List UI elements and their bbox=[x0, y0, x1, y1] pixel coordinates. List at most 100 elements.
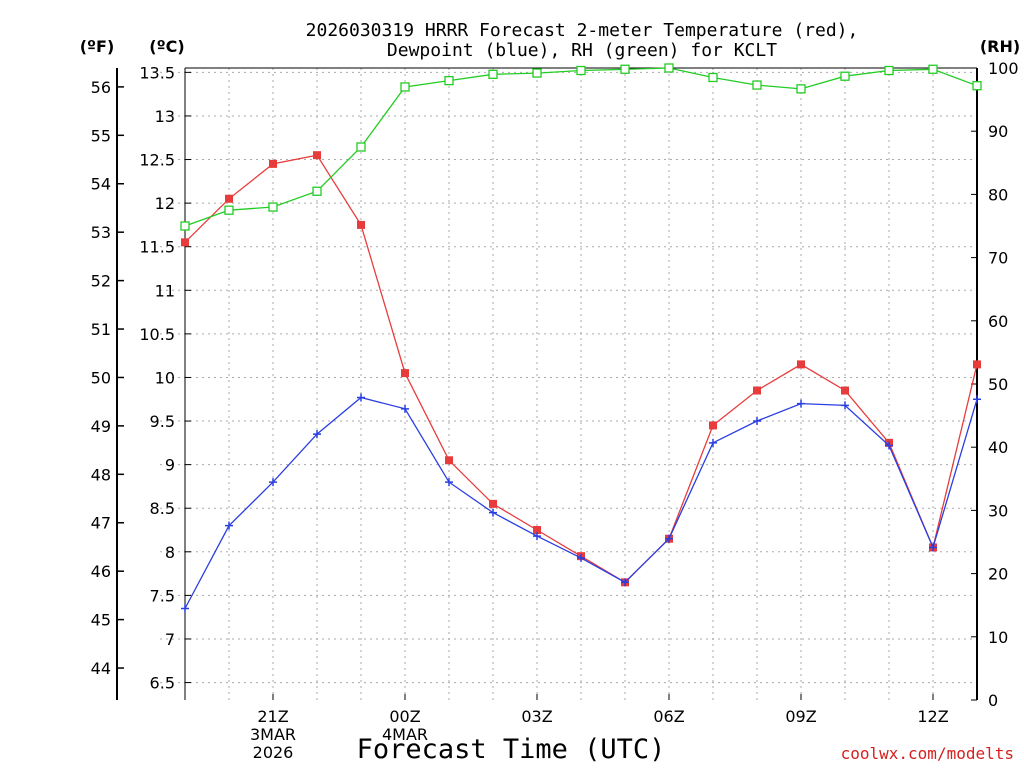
temperature-point bbox=[313, 151, 321, 160]
celsius-tick-label: 12.5 bbox=[139, 151, 175, 170]
x-tick-label: 21Z bbox=[257, 707, 288, 726]
temperature-point bbox=[753, 386, 761, 395]
temperature-point bbox=[357, 220, 365, 229]
celsius-tick-label: 10 bbox=[155, 368, 175, 387]
temperature-point bbox=[225, 194, 233, 203]
rh-point bbox=[664, 63, 674, 73]
dewpoint-point bbox=[533, 532, 541, 541]
celsius-tick-label: 9 bbox=[165, 456, 175, 475]
fahrenheit-tick-label: 54 bbox=[91, 175, 111, 194]
rh-tick-label: 70 bbox=[988, 249, 1008, 268]
chart-title-line-1: 2026030319 HRRR Forecast 2-meter Tempera… bbox=[306, 20, 859, 41]
rh-point bbox=[576, 65, 586, 76]
rh-point bbox=[532, 68, 542, 78]
rh-point bbox=[840, 71, 850, 81]
rh-tick-label: 60 bbox=[988, 312, 1008, 331]
x-tick-label: 2026 bbox=[253, 743, 294, 762]
fahrenheit-unit-label: (ºF) bbox=[80, 37, 115, 56]
rh-tick-label: 20 bbox=[988, 565, 1008, 584]
temperature-point bbox=[797, 360, 805, 369]
x-tick-label: 03Z bbox=[521, 707, 552, 726]
celsius-tick-label: 11 bbox=[155, 281, 175, 300]
dewpoint-point bbox=[445, 478, 453, 487]
fahrenheit-tick-label: 48 bbox=[91, 465, 111, 484]
rh-point bbox=[180, 221, 190, 231]
rh-point bbox=[620, 64, 630, 74]
dewpoint-point bbox=[753, 417, 761, 426]
rh-point bbox=[972, 81, 982, 91]
temperature-point bbox=[973, 360, 981, 369]
celsius-tick-label: 7.5 bbox=[150, 586, 175, 605]
dewpoint-point bbox=[885, 441, 893, 450]
fahrenheit-tick-label: 44 bbox=[91, 659, 111, 678]
x-tick-label: 3MAR bbox=[250, 725, 296, 744]
rh-point bbox=[884, 65, 894, 76]
rh-point bbox=[488, 69, 498, 79]
dewpoint-point bbox=[577, 553, 585, 562]
axes: 44 45 46 47 48 49 50 51 52 53 54 55 56 6.5 7 7.5 8 8.5 9 9.… bbox=[91, 59, 1019, 762]
celsius-tick-label: 7 bbox=[165, 630, 175, 649]
rh-tick-label: 80 bbox=[988, 185, 1008, 204]
rh-point bbox=[356, 142, 366, 152]
dewpoint-point bbox=[973, 395, 981, 404]
temperature-point bbox=[709, 421, 717, 430]
data-series bbox=[180, 63, 982, 613]
rh-tick-label: 90 bbox=[988, 122, 1008, 141]
dewpoint-point bbox=[797, 399, 805, 408]
celsius-unit-label: (ºC) bbox=[149, 37, 184, 56]
celsius-tick-label: 12 bbox=[155, 194, 175, 213]
celsius-tick-label: 9.5 bbox=[150, 412, 175, 431]
x-axis-label: Forecast Time (UTC) bbox=[357, 734, 666, 765]
temperature-point bbox=[401, 369, 409, 378]
celsius-tick-label: 13 bbox=[155, 107, 175, 126]
fahrenheit-tick-label: 53 bbox=[91, 223, 111, 242]
rh-point bbox=[400, 82, 410, 92]
fahrenheit-tick-label: 46 bbox=[91, 562, 111, 581]
dewpoint-point bbox=[269, 478, 277, 487]
x-tick-label: 4MAR bbox=[382, 725, 428, 744]
rh-point bbox=[268, 202, 278, 212]
fahrenheit-tick-label: 52 bbox=[91, 272, 111, 291]
chart-title-line-2: Dewpoint (blue), RH (green) for KCLT bbox=[387, 40, 777, 61]
dewpoint-point bbox=[313, 430, 321, 439]
dewpoint-point bbox=[357, 393, 365, 402]
x-tick-label: 12Z bbox=[917, 707, 948, 726]
rh-point bbox=[444, 75, 454, 86]
temperature-point bbox=[489, 499, 497, 508]
rh-unit-label: (RH) bbox=[980, 37, 1020, 56]
celsius-tick-label: 11.5 bbox=[139, 238, 175, 257]
celsius-tick-label: 10.5 bbox=[139, 325, 175, 344]
dewpoint-point bbox=[489, 508, 497, 517]
dewpoint-point bbox=[621, 578, 629, 587]
celsius-tick-label: 13.5 bbox=[139, 63, 175, 82]
fahrenheit-tick-label: 56 bbox=[91, 78, 111, 97]
temperature-point bbox=[269, 159, 277, 168]
dewpoint-point bbox=[181, 604, 189, 613]
x-tick-label: 06Z bbox=[653, 707, 684, 726]
rh-point bbox=[708, 72, 718, 83]
grid-lines bbox=[160, 68, 978, 700]
rh-point bbox=[224, 205, 234, 215]
credit-label: coolwx.com/modelts bbox=[841, 744, 1014, 763]
rh-tick-label: 40 bbox=[988, 438, 1008, 457]
temperature-point bbox=[841, 386, 849, 395]
fahrenheit-tick-label: 55 bbox=[91, 126, 111, 145]
dewpoint-point bbox=[225, 521, 233, 530]
celsius-tick-label: 8.5 bbox=[150, 499, 175, 518]
rh-tick-label: 50 bbox=[988, 375, 1008, 394]
rh-point bbox=[312, 186, 322, 196]
fahrenheit-tick-label: 50 bbox=[91, 368, 111, 387]
x-tick-label: 09Z bbox=[785, 707, 816, 726]
dewpoint-point bbox=[665, 534, 673, 543]
fahrenheit-tick-label: 49 bbox=[91, 417, 111, 436]
x-tick-label: 00Z bbox=[389, 707, 420, 726]
rh-point bbox=[752, 80, 762, 90]
dewpoint-point bbox=[841, 401, 849, 410]
dewpoint-point bbox=[929, 543, 937, 552]
rh-point bbox=[796, 84, 806, 94]
rh-tick-label: 30 bbox=[988, 501, 1008, 520]
celsius-tick-label: 6.5 bbox=[150, 674, 175, 693]
rh-tick-label: 0 bbox=[988, 691, 998, 710]
rh-tick-label: 10 bbox=[988, 628, 1008, 647]
